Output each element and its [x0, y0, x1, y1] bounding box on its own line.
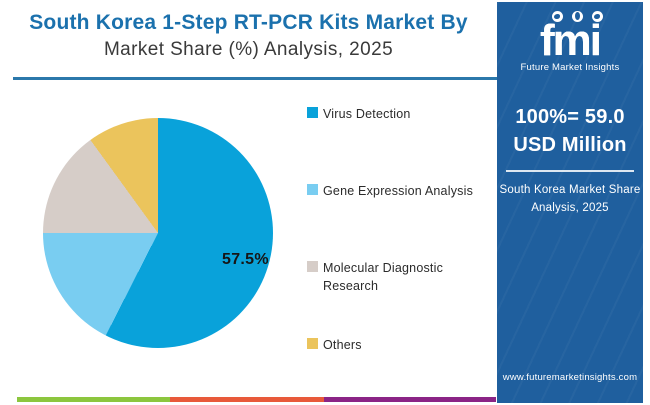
panel-subtitle: South Korea Market Share Analysis, 2025: [499, 184, 641, 214]
market-size-value: 100%= 59.0: [515, 106, 625, 129]
chart-legend: Virus Detection Gene Expression Analysis…: [307, 105, 487, 375]
legend-item-virus-detection: Virus Detection: [307, 105, 487, 123]
legend-swatch-icon: [307, 338, 318, 349]
legend-label: Gene Expression Analysis: [323, 184, 474, 198]
legend-item-molecular-diagnostic: Molecular Diagnostic Research: [307, 259, 487, 295]
title-line1: South Korea 1-Step RT-PCR Kits Market By: [29, 11, 468, 34]
globe-icon: [551, 11, 563, 22]
footer-bar-purple: [324, 397, 496, 402]
legend-swatch-icon: [307, 107, 318, 118]
panel-divider: [506, 170, 634, 173]
title-underline: [13, 77, 497, 80]
pie-chart: [43, 118, 273, 348]
side-panel: fmi Future Market Insights 100%= 59.0 US…: [497, 2, 643, 403]
legend-swatch-icon: [307, 261, 318, 272]
legend-swatch-icon: [307, 184, 318, 195]
legend-label: Virus Detection: [323, 107, 411, 121]
fmi-logo: fmi Future Market Insights: [497, 11, 643, 73]
title-line2: Market Share (%) Analysis, 2025: [103, 39, 394, 61]
pie-value-label: 57.5%: [222, 251, 269, 268]
legend-item-others: Others: [307, 336, 487, 354]
market-size-unit: USD Million: [513, 134, 627, 157]
logo-globe-icons: [511, 11, 643, 24]
legend-label: Others: [323, 338, 362, 352]
legend-item-gene-expression: Gene Expression Analysis: [307, 182, 487, 200]
logo-caption: Future Market Insights: [520, 62, 620, 74]
footer-bar-orange: [170, 397, 324, 402]
market-size-headline: 100%= 59.0 USD Million: [497, 103, 643, 159]
legend-label: Molecular Diagnostic Research: [323, 261, 444, 294]
logo-text: fmi: [540, 16, 602, 65]
globe-icon: [591, 11, 603, 22]
footer-bar-green: [17, 397, 170, 402]
website-url: www.futuremarketinsights.com: [502, 372, 638, 383]
globe-icon: [571, 11, 583, 22]
chart-title: South Korea 1-Step RT-PCR Kits Market By…: [0, 9, 497, 64]
